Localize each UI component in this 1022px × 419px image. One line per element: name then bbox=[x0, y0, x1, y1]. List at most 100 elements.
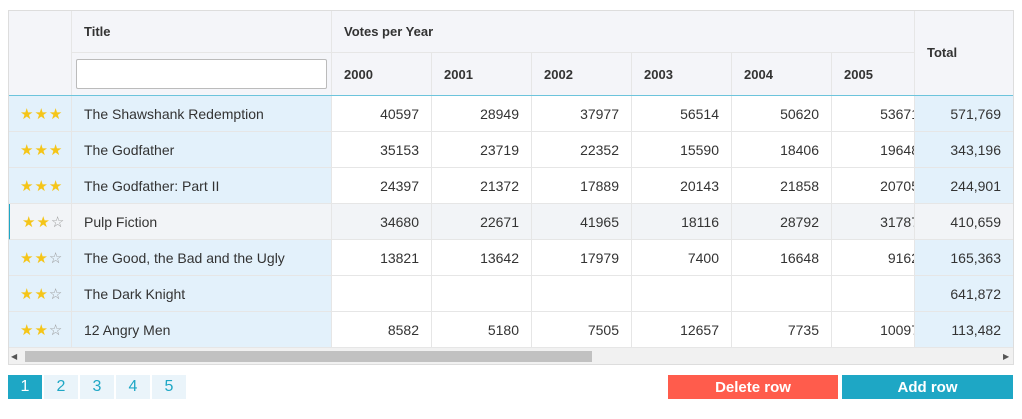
scroll-left[interactable]: ◀ bbox=[11, 352, 18, 361]
row-total: 641,872 bbox=[914, 276, 1013, 312]
header-year: 2004 bbox=[732, 53, 832, 96]
scroll-right[interactable]: ▶ bbox=[1003, 352, 1010, 361]
header-cell bbox=[9, 11, 72, 96]
star: ★ bbox=[20, 105, 34, 123]
vote-cell bbox=[732, 276, 832, 312]
vote-cell bbox=[332, 276, 432, 312]
vote-cell: 8582 bbox=[332, 312, 432, 348]
vote-cell: 22352 bbox=[532, 132, 632, 168]
rating-cell: ★ ★ ★ bbox=[9, 96, 72, 132]
row-total: 113,482 bbox=[914, 312, 1013, 348]
vote-cell: 24397 bbox=[332, 168, 432, 204]
page-button[interactable]: 5 bbox=[152, 375, 186, 399]
vote-cell: 16648 bbox=[732, 240, 832, 276]
vote-cell: 22671 bbox=[432, 204, 532, 240]
star: ☆ bbox=[48, 249, 63, 267]
row-title: 12 Angry Men bbox=[72, 312, 332, 348]
vote-cell: 7735 bbox=[732, 312, 832, 348]
vote-cell: 5180 bbox=[432, 312, 532, 348]
vote-cell: 21372 bbox=[432, 168, 532, 204]
rating-cell: ★ ★ ☆ bbox=[9, 312, 72, 348]
rating-cell: ★ ★ ★ bbox=[9, 132, 72, 168]
row-title: The Godfather bbox=[72, 132, 332, 168]
star: ★ bbox=[22, 213, 36, 231]
row-title: The Dark Knight bbox=[72, 276, 332, 312]
vote-cell: 12657 bbox=[632, 312, 732, 348]
header-title: Title bbox=[72, 11, 332, 53]
star: ★ bbox=[34, 285, 48, 303]
vote-cell: 41965 bbox=[532, 204, 632, 240]
vote-cell: 17979 bbox=[532, 240, 632, 276]
vote-cell: 56514 bbox=[632, 96, 732, 132]
star: ★ bbox=[20, 249, 34, 267]
row-title: The Godfather: Part II bbox=[72, 168, 332, 204]
star: ★ bbox=[34, 321, 48, 339]
star: ★ bbox=[48, 105, 63, 123]
row-title: Pulp Fiction bbox=[72, 204, 332, 240]
vote-cell: 20143 bbox=[632, 168, 732, 204]
vote-cell bbox=[632, 276, 732, 312]
star: ★ bbox=[48, 177, 63, 195]
vote-cell: 18406 bbox=[732, 132, 832, 168]
row-title: The Good, the Bad and the Ugly bbox=[72, 240, 332, 276]
vote-cell: 15590 bbox=[632, 132, 732, 168]
row-total: 571,769 bbox=[914, 96, 1013, 132]
row-total: 165,363 bbox=[914, 240, 1013, 276]
vote-cell: 35153 bbox=[332, 132, 432, 168]
star: ★ bbox=[20, 285, 34, 303]
vote-cell: 18116 bbox=[632, 204, 732, 240]
header-year: 2000 bbox=[332, 53, 432, 96]
row-total: 410,659 bbox=[914, 204, 1013, 240]
header-divider bbox=[9, 95, 1013, 96]
header-group: Votes per Year bbox=[332, 11, 932, 53]
row-total: 244,901 bbox=[914, 168, 1013, 204]
star: ★ bbox=[36, 213, 50, 231]
star: ★ bbox=[20, 321, 34, 339]
add-row-button[interactable]: Add row bbox=[842, 375, 1013, 399]
star: ★ bbox=[34, 141, 48, 159]
header-year: 2002 bbox=[532, 53, 632, 96]
header-year: 2001 bbox=[432, 53, 532, 96]
vote-cell bbox=[432, 276, 532, 312]
filter-cell bbox=[72, 53, 332, 96]
vote-cell: 37977 bbox=[532, 96, 632, 132]
star: ☆ bbox=[50, 213, 65, 231]
vote-cell: 21858 bbox=[732, 168, 832, 204]
star: ★ bbox=[34, 249, 48, 267]
page-button[interactable]: 2 bbox=[44, 375, 78, 399]
rating-cell: ★ ★ ☆ bbox=[9, 204, 72, 240]
vote-cell: 40597 bbox=[332, 96, 432, 132]
star: ★ bbox=[20, 177, 34, 195]
page-button[interactable]: 1 bbox=[8, 375, 42, 399]
row-total: 343,196 bbox=[914, 132, 1013, 168]
vote-cell: 28949 bbox=[432, 96, 532, 132]
vote-cell: 13821 bbox=[332, 240, 432, 276]
vote-cell: 50620 bbox=[732, 96, 832, 132]
vote-cell: 13642 bbox=[432, 240, 532, 276]
star: ★ bbox=[20, 141, 34, 159]
vote-cell: 7400 bbox=[632, 240, 732, 276]
vote-cell: 28792 bbox=[732, 204, 832, 240]
grid: Title Votes per Year 2000 2001 2002 2003 2004 2… bbox=[8, 10, 1014, 365]
star: ☆ bbox=[48, 321, 63, 339]
scrollbar-thumb[interactable] bbox=[25, 351, 592, 362]
vote-cell bbox=[532, 276, 632, 312]
delete-row-button[interactable]: Delete row bbox=[668, 375, 838, 399]
star: ★ bbox=[34, 105, 48, 123]
vote-cell: 34680 bbox=[332, 204, 432, 240]
star: ☆ bbox=[48, 285, 63, 303]
vote-cell: 23719 bbox=[432, 132, 532, 168]
rating-cell: ★ ★ ☆ bbox=[9, 276, 72, 312]
header-year: 2003 bbox=[632, 53, 732, 96]
vote-cell: 7505 bbox=[532, 312, 632, 348]
vote-cell: 17889 bbox=[532, 168, 632, 204]
star: ★ bbox=[48, 141, 63, 159]
title-filter[interactable] bbox=[76, 59, 327, 89]
star: ★ bbox=[34, 177, 48, 195]
page-button[interactable]: 3 bbox=[80, 375, 114, 399]
page-button[interactable]: 4 bbox=[116, 375, 150, 399]
rating-cell: ★ ★ ★ bbox=[9, 168, 72, 204]
rating-cell: ★ ★ ☆ bbox=[9, 240, 72, 276]
row-title: The Shawshank Redemption bbox=[72, 96, 332, 132]
